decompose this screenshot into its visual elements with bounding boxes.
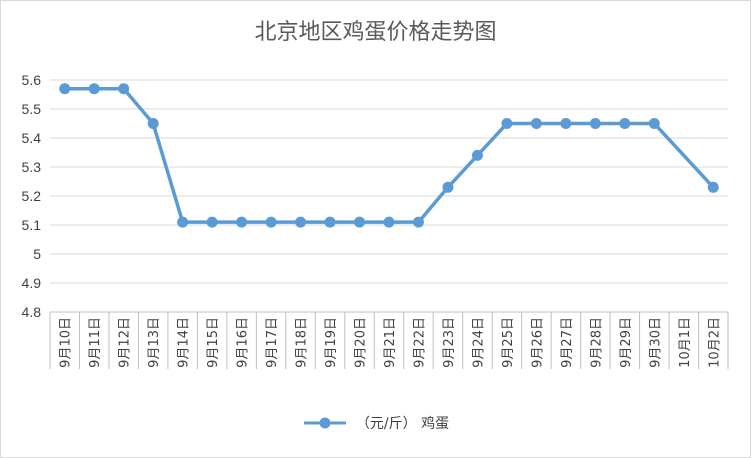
x-tick-label: 9月28日 (589, 317, 604, 368)
x-tick-label: 9月29日 (619, 317, 634, 368)
x-tick-label: 9月10日 (59, 317, 74, 368)
x-tick-label: 9月12日 (118, 317, 133, 368)
data-point (118, 83, 130, 95)
chart-title: 北京地区鸡蛋价格走势图 (254, 20, 497, 45)
data-point (324, 216, 336, 228)
x-axis (49, 311, 729, 369)
series-line-segment (151, 121, 185, 224)
y-tick-label: 5.3 (22, 159, 42, 175)
series-line-segment (121, 86, 155, 126)
x-tick-label: 9月15日 (206, 317, 221, 368)
series-line-segment (475, 121, 509, 158)
data-point (471, 149, 483, 161)
x-tick-label: 9月30日 (648, 317, 663, 368)
y-axis-ticks: 5.6 5.5 5.4 5.3 5.2 5.1 5 4.9 4.8 (22, 72, 42, 320)
data-point (88, 83, 100, 95)
series-line-segment (446, 153, 480, 190)
data-point (236, 216, 248, 228)
series-line-segment (652, 121, 716, 190)
y-tick-label: 5.1 (22, 217, 42, 233)
y-tick-label: 5.4 (22, 130, 42, 146)
y-tick-label: 5.2 (22, 188, 42, 204)
x-tick-label: 9月24日 (471, 317, 486, 368)
x-tick-label: 9月16日 (236, 317, 251, 368)
x-tick-label: 9月23日 (442, 317, 457, 368)
legend-label: （元/斤） 鸡蛋 (355, 416, 450, 432)
x-tick-label: 9月27日 (560, 317, 575, 368)
data-point (295, 216, 307, 228)
data-point (59, 83, 71, 95)
y-tick-label: 5.6 (22, 72, 42, 88)
y-tick-label: 4.8 (22, 304, 42, 320)
data-point (383, 216, 395, 228)
x-tick-label: 9月21日 (383, 317, 398, 368)
data-point (177, 216, 189, 228)
gridlines (50, 79, 728, 313)
data-point (589, 118, 601, 129)
x-tick-label: 9月26日 (530, 317, 545, 368)
data-point (412, 216, 424, 228)
y-tick-label: 5 (33, 246, 41, 262)
data-point (501, 118, 513, 129)
x-tick-label: 9月22日 (412, 317, 427, 368)
data-point (707, 181, 719, 193)
x-tick-label: 9月20日 (354, 317, 369, 368)
data-point (206, 216, 218, 228)
legend: （元/斤） 鸡蛋 (0, 413, 751, 433)
x-axis-ticks: 9月10日 9月11日 9月12日 9月13日 9月14日 9月15日 9月16日 9月17日… (59, 317, 723, 368)
x-tick-label: 9月18日 (295, 317, 310, 368)
data-point (442, 181, 454, 193)
y-tick-label: 5.5 (22, 101, 42, 117)
x-tick-label: 10月1日 (678, 317, 693, 368)
series-egg-price (59, 83, 719, 228)
legend-marker (303, 417, 346, 429)
data-point (619, 118, 631, 129)
x-tick-label: 9月19日 (324, 317, 339, 368)
x-tick-label: 9月14日 (177, 317, 192, 368)
x-tick-label: 9月13日 (147, 317, 162, 368)
data-point (530, 118, 542, 129)
data-point (265, 216, 277, 228)
series-line-segment (416, 185, 450, 224)
x-tick-label: 10月2日 (707, 317, 722, 368)
data-point (147, 118, 159, 129)
data-point (648, 118, 660, 129)
data-point (354, 216, 366, 228)
y-tick-label: 4.9 (22, 275, 42, 291)
x-tick-label: 9月11日 (88, 317, 103, 368)
x-tick-label: 9月25日 (501, 317, 516, 368)
x-tick-label: 9月17日 (265, 317, 280, 368)
data-point (560, 118, 572, 129)
